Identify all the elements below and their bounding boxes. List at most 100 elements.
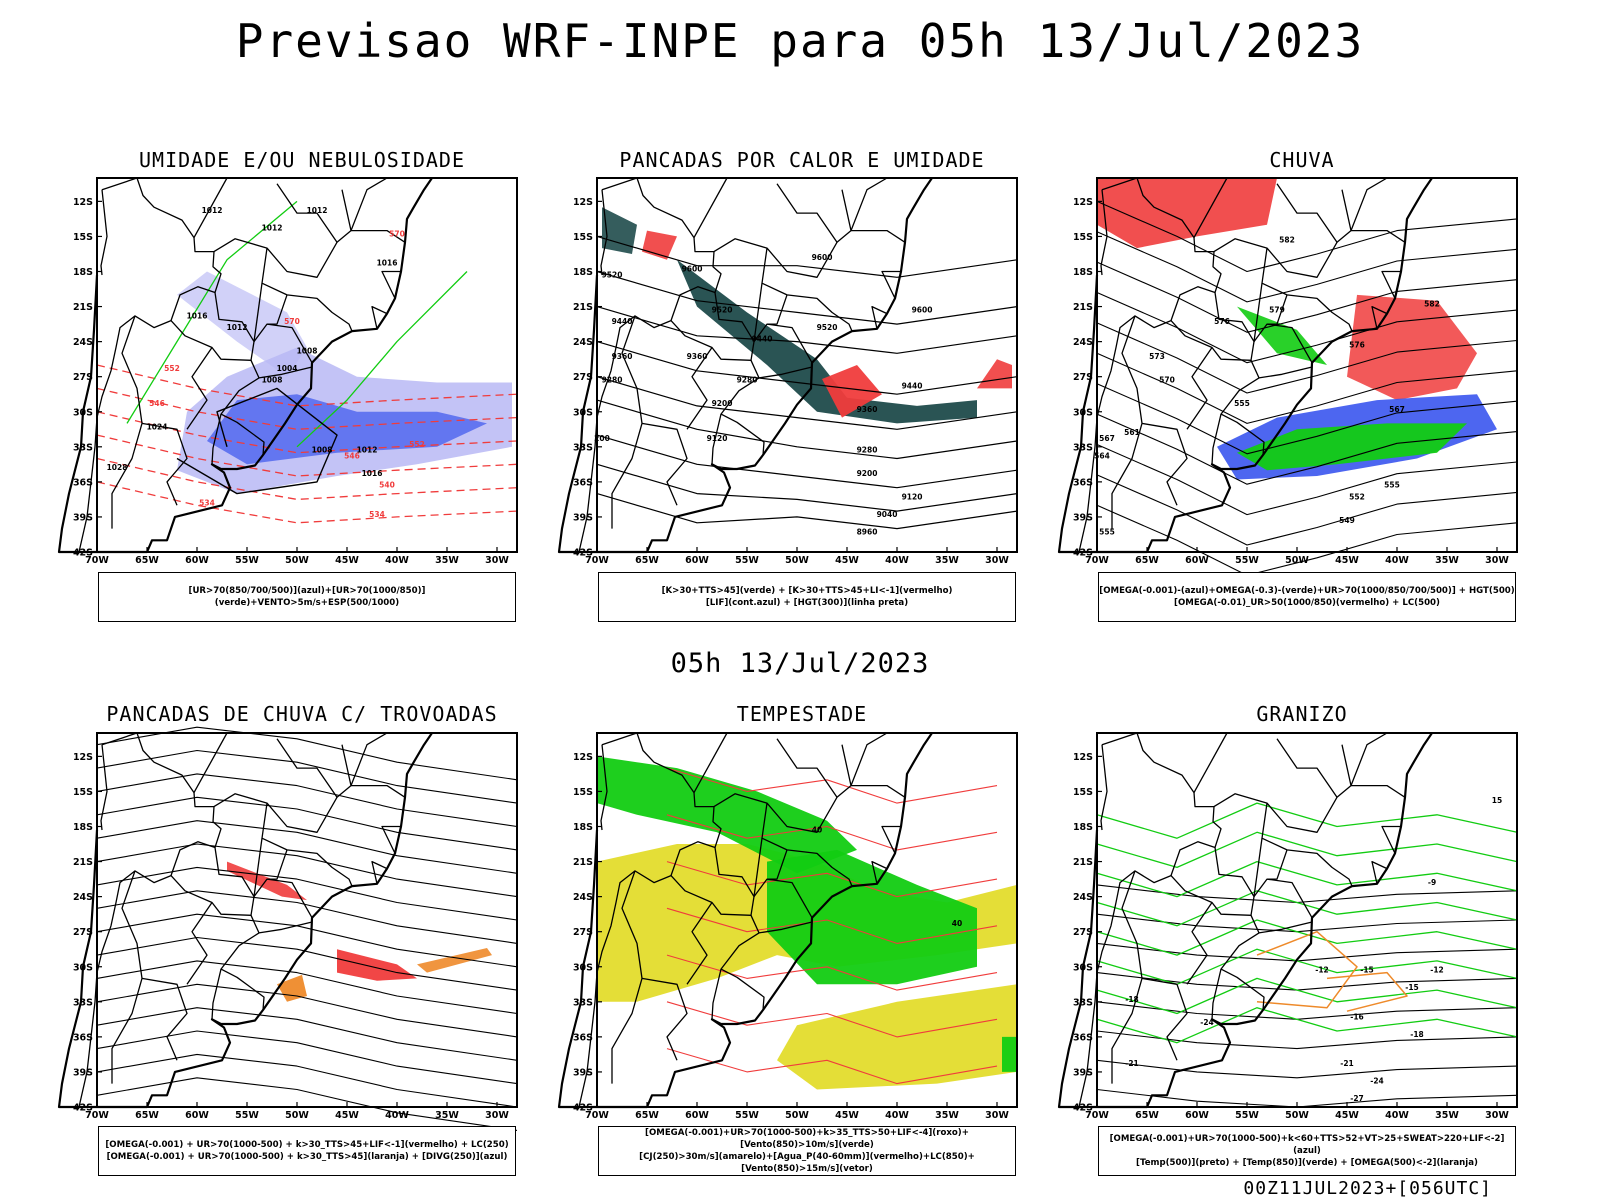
height-contour-line xyxy=(596,235,1018,278)
political-border xyxy=(1141,977,1188,1061)
legend-pancadas-calor: [K>30+TTS>45](verde) + [K>30+TTS>45+LI<-… xyxy=(598,572,1016,622)
contour-label: 1016 xyxy=(362,469,383,478)
contour-label: 561 xyxy=(1124,428,1140,437)
political-border xyxy=(881,825,901,854)
political-border xyxy=(1213,189,1352,278)
y-tick-label: 36S xyxy=(1073,477,1093,488)
contour-label: -9 xyxy=(1428,878,1436,887)
legend-line: [OMEGA(-0.001) + UR>70(1000-500) + k>30_… xyxy=(105,1140,509,1150)
contour-label: 555 xyxy=(1099,528,1115,537)
contour-label: 573 xyxy=(1149,352,1165,361)
y-tick-label: 24S xyxy=(73,337,93,348)
contour-label: 1016 xyxy=(187,311,208,320)
contour-label: 534 xyxy=(199,498,215,507)
contour-label: 9440 xyxy=(902,381,923,390)
contour-label: -24 xyxy=(1370,1077,1384,1086)
political-border xyxy=(1141,422,1188,506)
political-border xyxy=(578,870,672,1108)
height-contour-line xyxy=(596,493,1018,530)
legend-granizo: [OMEGA(-0.001)+UR>70(1000-500)+k<60+TTS>… xyxy=(1098,1126,1516,1176)
y-tick-label: 42S xyxy=(1073,548,1093,559)
x-tick-label: 70W xyxy=(585,555,609,566)
contour-label: 552 xyxy=(409,440,425,449)
map-frame xyxy=(596,177,1018,553)
contour-label: 9200 xyxy=(857,469,878,478)
map-background xyxy=(1097,733,1517,1107)
political-border xyxy=(713,189,852,278)
x-tick-label: 65W xyxy=(635,555,659,566)
contour-label: 1004 xyxy=(277,364,298,373)
legend-line: [LIF](cont.azul) + [HGT(300)](linha pret… xyxy=(705,598,909,608)
geopotential-contour-line xyxy=(1096,200,1518,273)
political-border xyxy=(711,413,722,465)
panel-title-umidade: UMIDADE E/OU NEBULOSIDADE xyxy=(138,148,466,172)
map-frame xyxy=(596,732,1018,1108)
political-border xyxy=(578,315,672,553)
humidity-light-area xyxy=(177,271,307,377)
political-border xyxy=(371,860,388,884)
political-border xyxy=(1078,870,1172,1108)
y-tick-label: 42S xyxy=(73,1103,93,1114)
y-tick-label: 15S xyxy=(73,787,93,798)
x-tick-label: 70W xyxy=(85,1110,109,1121)
political-border xyxy=(1351,784,1406,798)
y-tick-label: 30S xyxy=(1073,962,1093,973)
political-border xyxy=(1193,177,1228,238)
political-border xyxy=(1253,294,1288,342)
contour-label: 1016 xyxy=(377,259,398,268)
streamline xyxy=(96,890,518,944)
geopotential-contour-line xyxy=(1096,504,1518,576)
political-border xyxy=(641,977,688,1061)
political-border xyxy=(753,838,763,897)
contour-label: 1012 xyxy=(227,323,248,332)
y-tick-label: 27S xyxy=(73,372,93,383)
storm-orange-area xyxy=(417,948,492,973)
contour-label: 9440 xyxy=(752,335,773,344)
political-border xyxy=(253,294,288,342)
contour-label: -24 xyxy=(1200,1018,1214,1027)
y-tick-label: 12S xyxy=(1073,752,1093,763)
rain-red-area xyxy=(1347,294,1477,401)
political-border xyxy=(170,292,255,361)
lc850-red-line xyxy=(666,767,998,804)
political-border xyxy=(1266,878,1313,919)
y-tick-label: 24S xyxy=(573,337,593,348)
wind-green-area xyxy=(597,756,857,874)
map-frame xyxy=(96,732,518,1108)
political-border xyxy=(276,738,338,798)
political-border xyxy=(141,422,188,506)
political-border xyxy=(871,860,888,884)
panel-title-chuva: CHUVA xyxy=(1269,148,1335,172)
legend-tempestade: [OMEGA(-0.001)+UR>70(1000-500)+k>35_TTS>… xyxy=(598,1126,1016,1176)
map-umidade: 1012 1012 1012 1016 1012 1016 1008 1004 1008 1008… xyxy=(57,177,518,566)
political-border xyxy=(211,968,222,1020)
political-border xyxy=(350,177,388,231)
political-border xyxy=(686,902,713,985)
x-tick-label: 40W xyxy=(1385,555,1409,566)
height-contour-line xyxy=(596,434,1018,489)
political-border xyxy=(220,915,265,1011)
political-border xyxy=(670,292,755,361)
streamline xyxy=(96,1030,518,1085)
y-tick-label: 18S xyxy=(573,822,593,833)
political-border xyxy=(601,177,722,321)
x-tick-label: 65W xyxy=(1135,555,1159,566)
y-tick-label: 18S xyxy=(1073,822,1093,833)
thickness-dashed-line xyxy=(96,364,518,407)
political-border xyxy=(850,177,888,231)
x-tick-label: 50W xyxy=(1285,1110,1309,1121)
x-tick-label: 55W xyxy=(1235,555,1259,566)
contour-label: 1012 xyxy=(262,224,283,233)
y-tick-label: 42S xyxy=(573,1103,593,1114)
lc850-red-line xyxy=(666,1001,998,1038)
coastline xyxy=(557,732,933,1109)
political-border xyxy=(1350,732,1388,786)
x-tick-label: 35W xyxy=(435,1110,459,1121)
contour-label: 579 xyxy=(1269,305,1285,314)
political-border xyxy=(1170,847,1255,916)
y-tick-label: 30S xyxy=(1073,407,1093,418)
contour-label: 200 xyxy=(594,434,610,443)
temp850-contour-line xyxy=(1096,977,1518,1015)
y-tick-label: 33S xyxy=(1073,997,1093,1008)
political-border xyxy=(881,270,901,299)
